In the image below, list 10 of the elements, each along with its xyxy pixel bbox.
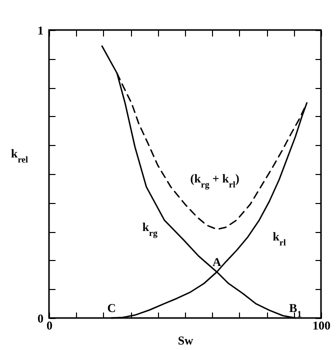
series-label: k$_{rl}$ [272,229,286,248]
annotation: A [212,254,222,269]
x-tick-label: 100 [312,318,330,332]
annotation: B$_{1}$ [289,301,302,319]
x-axis-title: Sw [178,334,194,348]
series-label: k$_{rg}$ [142,220,158,238]
annotation: C [107,301,116,315]
y-tick-label: 1 [38,24,44,38]
y-axis-title: k$_{rel}$ [10,146,29,164]
series-label: (k$_{rg}$ + k$_{rl}$) [190,171,240,190]
